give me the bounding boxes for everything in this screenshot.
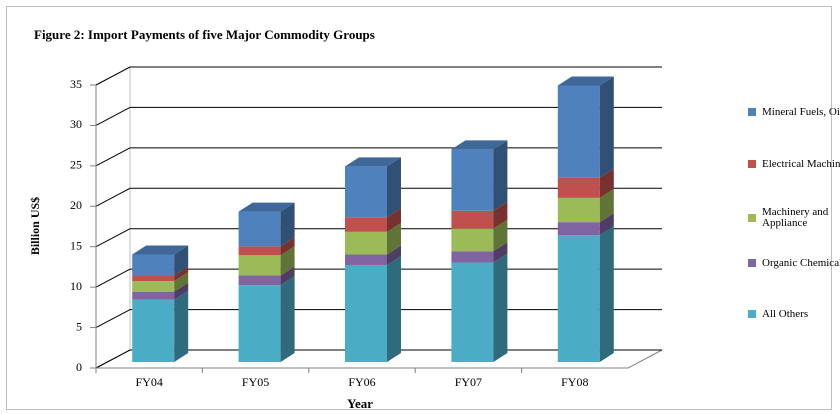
bar-segment (132, 291, 175, 300)
y-tick-label: 10 (70, 279, 82, 293)
bar-top (132, 245, 189, 255)
y-tick-label: 0 (76, 360, 82, 374)
x-tick-label: FY05 (242, 375, 269, 389)
bar-segment-side (493, 140, 508, 211)
bar-segment-side (174, 282, 189, 300)
legend-label: Mineral Fuels, Oils (762, 105, 840, 118)
side-wall (95, 66, 131, 369)
bar-segment (345, 231, 387, 255)
grid-line-side (95, 106, 131, 126)
y-tick-label: 30 (70, 117, 82, 131)
grid-line-side (95, 66, 131, 86)
bar-segment (238, 211, 281, 247)
bar-segment (451, 251, 494, 263)
bar-segment-side (174, 266, 189, 282)
bar-segment-side (174, 245, 189, 276)
legend-item: Mineral Fuels, Oils (748, 104, 840, 120)
bar-segment (132, 275, 175, 282)
grid-line-side (95, 349, 131, 369)
legend-swatch (748, 214, 756, 222)
bar-top (451, 140, 508, 150)
grid-line-side (95, 309, 131, 329)
bar-top (345, 157, 401, 167)
bar-segment-side (599, 188, 614, 223)
legend-label: Organic Chemicals (762, 256, 840, 269)
bar-segment-side (387, 222, 401, 255)
bar-segment (238, 275, 281, 286)
y-tick-label: 20 (70, 198, 82, 212)
bar-segment-side (599, 213, 614, 236)
bar-segment-side (280, 237, 295, 256)
x-tick-label: FY08 (561, 375, 588, 389)
bar-segment (451, 262, 494, 362)
bar-segment (557, 222, 600, 236)
bar-segment-side (493, 253, 508, 362)
legend-label: Machinery and Appliance (762, 206, 829, 229)
x-tick-label: FY06 (348, 375, 375, 389)
bar-segment (345, 264, 387, 362)
y-tick-label: 25 (70, 158, 82, 172)
bar-segment (132, 299, 175, 362)
bar-segment-side (493, 242, 508, 263)
bar-segment-side (280, 276, 295, 362)
bar-segment (238, 255, 281, 276)
bar-segment-side (387, 255, 401, 362)
x-tick-label: FY04 (136, 375, 163, 389)
bar-segment (557, 177, 600, 198)
bar-segment (557, 235, 600, 362)
bar-segment-side (280, 266, 295, 286)
bar-segment (451, 149, 494, 211)
y-tick-label: 5 (76, 319, 82, 333)
bar-segment (238, 285, 281, 362)
grid-line-side (95, 268, 131, 288)
bar-top (238, 202, 295, 212)
bar-segment-side (387, 208, 401, 232)
bar-segment (451, 228, 494, 252)
bar-segment-side (280, 246, 295, 276)
bar-segment (132, 281, 175, 292)
legend-swatch (748, 108, 756, 116)
bar-segment (238, 246, 281, 256)
grid-line-side (95, 147, 131, 167)
bar-segment-side (174, 290, 189, 362)
bar-segment (345, 217, 387, 232)
bar-segment-side (387, 245, 401, 265)
y-axis-label: Billion US$ (28, 197, 42, 255)
legend-item: Machinery and Appliance (748, 206, 840, 229)
bar-segment (345, 166, 387, 218)
bar-segment-side (599, 226, 614, 362)
grid-line-side (95, 228, 131, 248)
legend-swatch (748, 259, 756, 267)
legend-swatch (748, 310, 756, 318)
legend-item: Organic Chemicals (748, 255, 840, 271)
legend-item: All Others (748, 306, 840, 322)
bar-segment-side (174, 272, 189, 292)
bar-segment-side (280, 202, 295, 247)
bar-segment (132, 254, 175, 276)
bar-segment (345, 254, 387, 265)
bar-segment (557, 85, 600, 178)
bar-segment-side (599, 76, 614, 178)
legend-label: All Others (762, 307, 809, 320)
bar-segment (451, 210, 494, 229)
bar-segment-side (493, 219, 508, 252)
legend-item: Electrical Machinery (748, 156, 840, 172)
bar-segment (557, 197, 600, 223)
bar-top (557, 76, 614, 86)
bar-segment-side (599, 168, 614, 198)
legend: All Others Organic Chemicals Machinery and… (748, 0, 840, 414)
bar-segment-side (387, 157, 401, 218)
y-tick-label: 15 (70, 238, 82, 252)
x-axis-label: Year (347, 396, 373, 411)
y-tick-label: 35 (70, 77, 82, 91)
grid-line-side (95, 187, 131, 207)
x-tick-label: FY07 (455, 375, 482, 389)
chart-frame (6, 6, 832, 410)
legend-swatch (748, 160, 756, 168)
bar-segment-side (493, 201, 508, 229)
legend-label: Electrical Machinery (762, 157, 840, 170)
chart-title: Figure 2: Import Payments of five Major … (34, 27, 375, 42)
